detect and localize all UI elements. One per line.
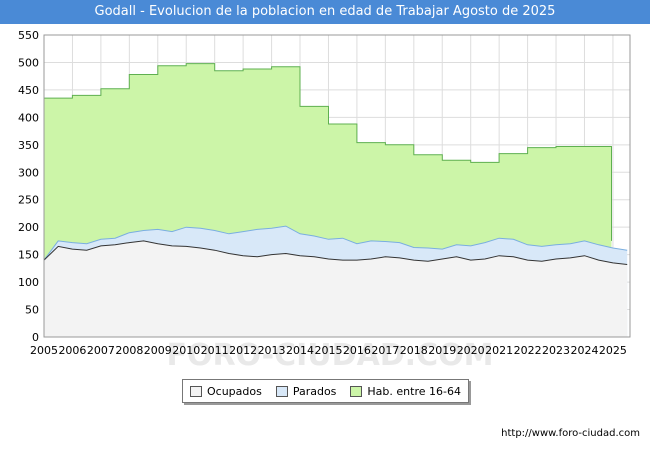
y-tick-label: 150 — [18, 249, 39, 262]
x-tick-label: 2009 — [144, 344, 172, 357]
x-tick-label: 2016 — [343, 344, 371, 357]
series-line-ocupados — [43, 240, 628, 265]
legend-swatch-ocupados — [189, 385, 202, 397]
x-tick-label: 2008 — [115, 344, 143, 357]
x-tick-label: 2005 — [30, 344, 58, 357]
x-tick-label: 2010 — [172, 344, 200, 357]
y-tick-label: 250 — [18, 194, 39, 207]
y-tick-label: 200 — [18, 221, 39, 234]
x-tick-label: 2019 — [428, 344, 456, 357]
y-tick-label: 100 — [18, 276, 39, 289]
x-tick-label: 2006 — [58, 344, 86, 357]
series-line-parados — [43, 225, 628, 261]
legend-label-ocupados: Ocupados — [206, 384, 262, 398]
x-tick-label: 2025 — [599, 344, 627, 357]
x-tick-label: 2015 — [314, 344, 342, 357]
legend-item-ocupados: Ocupados — [189, 384, 262, 398]
series-area-ocupados — [44, 240, 628, 337]
y-tick-label: 300 — [18, 166, 39, 179]
y-tick-label: 0 — [32, 331, 39, 344]
y-tick-label: 400 — [18, 111, 39, 124]
plot-frame — [43, 34, 631, 338]
legend-swatch-parados — [275, 385, 288, 397]
x-axis: 2005 2006 2007 2008 2009 2010 2011 2012 2013 2014… — [30, 344, 627, 357]
legend: Ocupados Parados Hab. entre 16-64 — [182, 379, 469, 403]
legend-label-parados: Parados — [292, 384, 337, 398]
x-tick-label: 2012 — [229, 344, 257, 357]
x-tick-label: 2007 — [87, 344, 115, 357]
source-credit: http://www.foro-ciudad.com — [501, 428, 640, 439]
x-tick-label: 2021 — [485, 344, 513, 357]
legend-swatch-hab — [350, 385, 363, 397]
series-line-hab — [44, 63, 612, 241]
y-tick-label: 500 — [18, 56, 39, 69]
chart-title: Godall - Evolucion de la poblacion en ed… — [0, 0, 650, 24]
y-tick-label: 50 — [25, 304, 39, 317]
x-tick-label: 2022 — [514, 344, 542, 357]
x-tick-label: 2014 — [286, 344, 314, 357]
watermark: FORO-CIUDAD.COM — [167, 338, 494, 373]
x-tick-label: 2017 — [371, 344, 399, 357]
legend-item-parados: Parados — [275, 384, 337, 398]
y-tick-label: 550 — [18, 29, 39, 42]
x-tick-label: 2013 — [258, 344, 286, 357]
x-tick-label: 2011 — [201, 344, 229, 357]
x-tick-label: 2020 — [457, 344, 485, 357]
x-tick-label: 2023 — [542, 344, 570, 357]
legend-item-hab: Hab. entre 16-64 — [350, 385, 461, 398]
y-tick-label: 450 — [18, 84, 39, 97]
x-tick-label: 2018 — [400, 344, 428, 357]
legend-label-hab: Hab. entre 16-64 — [367, 384, 461, 398]
x-tick-label: 2024 — [570, 344, 598, 357]
y-tick-label: 350 — [18, 139, 39, 152]
y-axis: 0 50 100 150 200 250 300 350 400 450 500 550 — [18, 29, 39, 344]
